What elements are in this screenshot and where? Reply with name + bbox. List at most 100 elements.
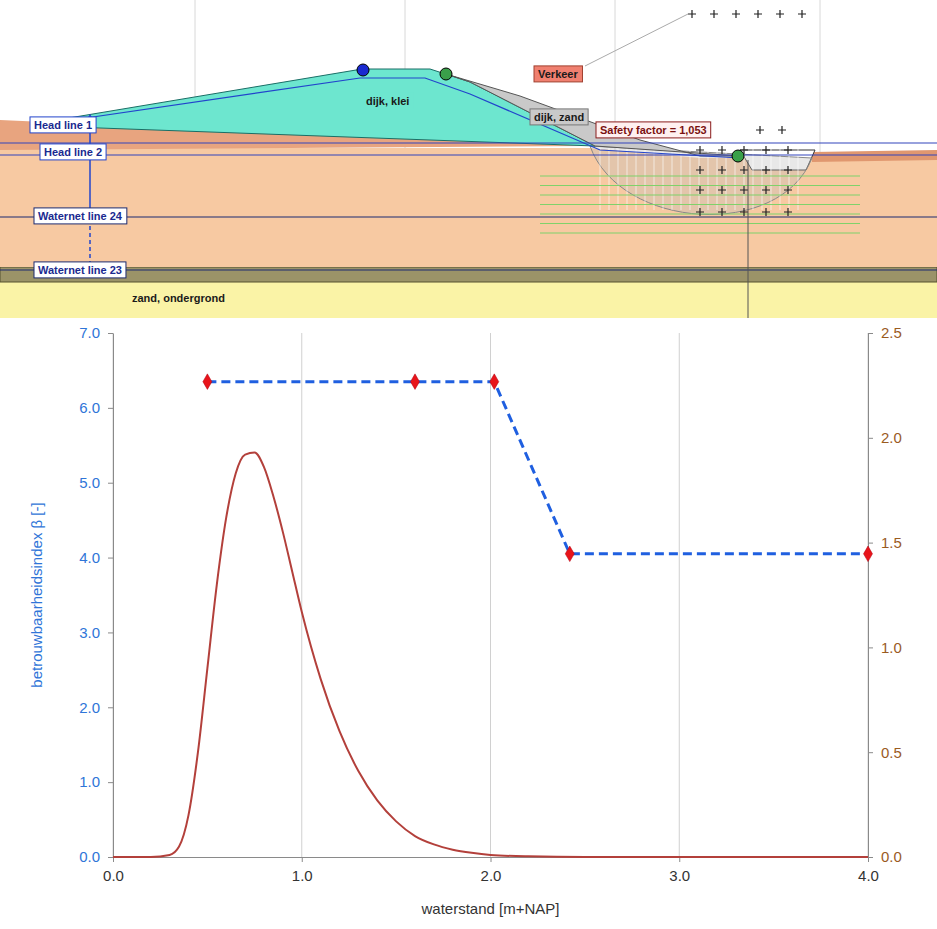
- grid-line-green: [540, 204, 860, 205]
- tick: 6.0: [79, 399, 113, 416]
- slice-line: [708, 148, 709, 210]
- plus-sign: [762, 186, 770, 194]
- point-toe: [732, 150, 744, 162]
- series-marker: [565, 546, 574, 562]
- traffic-label: Verkeer: [534, 66, 582, 82]
- waternet-23-label: Waternet line 23: [34, 262, 126, 278]
- tick-mark: [868, 857, 873, 858]
- tick-label: 3.0: [79, 624, 100, 641]
- head-line-1-label-box: [30, 117, 96, 133]
- leader-line: [585, 14, 688, 66]
- chart: 0.01.02.03.04.00.01.02.03.04.05.06.07.00…: [28, 324, 902, 917]
- plus-sign: [732, 10, 740, 18]
- tick-label: 2.5: [881, 324, 902, 341]
- slice-line: [762, 148, 763, 210]
- plus-sign: [778, 126, 786, 134]
- xticks-axis: 0.01.02.03.04.0: [103, 857, 879, 884]
- plus-sign: [784, 208, 792, 216]
- tick: 1.0: [868, 639, 902, 656]
- tick-mark: [108, 707, 113, 708]
- waternet-24-label-text: Waternet line 24: [38, 210, 123, 222]
- series-marker: [490, 374, 499, 390]
- tick: 2.0: [868, 429, 902, 446]
- grid-line-green: [540, 223, 860, 224]
- plus-sign: [762, 166, 770, 174]
- slice-line: [690, 148, 691, 210]
- tick-mark: [491, 857, 492, 862]
- grid-line-green: [540, 175, 860, 176]
- plus-sign: [710, 10, 718, 18]
- plus-sign: [718, 208, 726, 216]
- plot-area: [113, 374, 872, 857]
- tick-label: 4.0: [858, 867, 879, 884]
- tick-label: 2.0: [481, 867, 502, 884]
- tick-label: 2.0: [79, 699, 100, 716]
- tick-label: 2.0: [881, 429, 902, 446]
- tick: 3.0: [79, 624, 113, 641]
- yticks-axis: 0.01.02.03.04.05.06.07.0: [79, 324, 113, 865]
- tick: 0.0: [868, 848, 902, 865]
- tick-label: 0.0: [103, 867, 124, 884]
- slice-line: [798, 148, 799, 210]
- y2ticks-axis: 0.00.51.01.52.02.5: [868, 324, 902, 865]
- page: Head line 1Head line 2Waternet line 24Wa…: [0, 0, 937, 929]
- tick-label: 0.0: [881, 848, 902, 865]
- tick-mark: [868, 438, 873, 439]
- head-line-2-label-box: [40, 144, 106, 160]
- safety-label-text: Safety factor = 1,053: [600, 124, 707, 136]
- tick-mark: [868, 543, 873, 544]
- tick-mark: [108, 632, 113, 633]
- subsoil-label: zand, ondergrond: [128, 290, 229, 306]
- plus-sign: [696, 146, 704, 154]
- plus-sign: [762, 208, 770, 216]
- axis-line: [113, 334, 114, 858]
- slice-line: [789, 148, 790, 210]
- head-line-1-label: Head line 1: [30, 117, 96, 133]
- plus-sign: [798, 10, 806, 18]
- water-line: [0, 154, 937, 155]
- x-axis-title: waterstand [m+NAP]: [421, 900, 560, 917]
- grid-line: [490, 333, 491, 857]
- tick-label: 7.0: [79, 324, 100, 341]
- traffic-label-box: [534, 66, 582, 82]
- grid-line-green: [540, 185, 860, 186]
- tick: 0.0: [103, 857, 124, 884]
- slice-line: [627, 148, 628, 210]
- tick-mark: [108, 333, 113, 334]
- subsoil-label-box: [128, 290, 229, 306]
- dike-sand: [446, 74, 740, 156]
- slice-line: [699, 148, 700, 210]
- plus-sign: [718, 166, 726, 174]
- tick-label: 1.5: [881, 534, 902, 551]
- water-line: [0, 269, 937, 270]
- slice-line: [600, 148, 601, 210]
- subsoil-label-text: zand, ondergrond: [132, 292, 225, 304]
- plus-sign: [740, 186, 748, 194]
- clay-label-box: [362, 93, 413, 109]
- tick: 1.5: [868, 534, 902, 551]
- waternet-23-label-text: Waternet line 23: [38, 264, 122, 276]
- series-line: [207, 382, 868, 554]
- waternet-24-label-box: [34, 208, 127, 224]
- slice-line: [672, 148, 673, 210]
- dike-clay: [45, 69, 595, 146]
- grid-line: [679, 333, 680, 857]
- sand-label-text: dijk, zand: [534, 111, 584, 123]
- top-soil-right: [812, 150, 937, 162]
- tick: 2.0: [79, 699, 113, 716]
- point-crest: [357, 64, 369, 76]
- slice-line: [771, 148, 772, 210]
- plus-sign: [784, 146, 792, 154]
- point-inner-crest: [440, 68, 452, 80]
- tick-label: 6.0: [79, 399, 100, 416]
- tick-label: 5.0: [79, 474, 100, 491]
- tick-label: 4.0: [79, 549, 100, 566]
- tick-label: 1.0: [881, 639, 902, 656]
- safety-label: Safety factor = 1,053: [596, 122, 711, 138]
- series-line: [113, 452, 868, 857]
- clay-label-text: dijk, klei: [366, 95, 409, 107]
- tick-mark: [108, 782, 113, 783]
- grid-line-green: [540, 232, 860, 233]
- traffic-label-text: Verkeer: [538, 68, 578, 80]
- plus-sign: [762, 146, 770, 154]
